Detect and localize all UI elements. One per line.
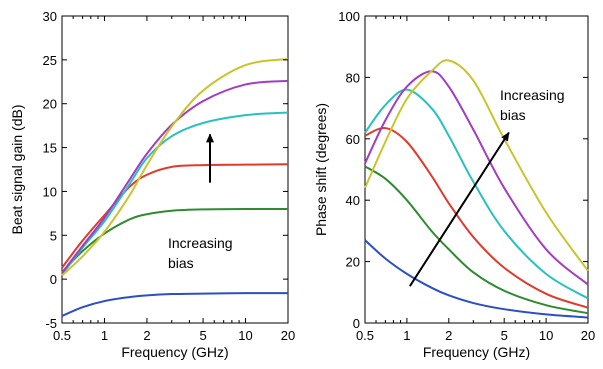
y-tick-label: 0	[50, 272, 57, 287]
y-tick-label: 10	[43, 184, 57, 199]
series-line-3	[61, 163, 289, 269]
x-tick-label: 2	[143, 328, 150, 343]
series-line-4	[61, 111, 289, 276]
x-tick-label: 20	[581, 328, 595, 343]
y-tick-label: 20	[346, 255, 360, 270]
x-tick-label: 20	[281, 328, 295, 343]
x-tick-label: 1	[403, 328, 410, 343]
y-tick-label: 80	[346, 70, 360, 85]
x-tick-label: 1	[101, 328, 108, 343]
series-line-6	[61, 57, 289, 277]
y-tick-label: 60	[346, 132, 360, 147]
series-line-2	[61, 207, 289, 273]
series-line-5	[364, 70, 589, 286]
x-axis-label: Frequency (GHz)	[121, 344, 228, 360]
phase-shift-chart: 0.5 1 2 5 10 20 0 20 40 60 80 100 Frequency (GHz) Pha…	[313, 9, 595, 360]
y-tick-label: 0	[353, 316, 360, 331]
series-line-1	[364, 239, 589, 319]
y-tick-label: 5	[50, 228, 57, 243]
x-tick-label: 0.5	[356, 328, 374, 343]
annotation-line-1: Increasing	[500, 87, 565, 103]
series-line-4	[364, 88, 589, 300]
plot-frame	[61, 15, 289, 324]
y-tick-label: 15	[43, 141, 57, 156]
series-line-6	[364, 59, 589, 272]
y-tick-label: 25	[43, 53, 57, 68]
annotation-line-1: Increasing	[168, 235, 233, 251]
plot-frame	[364, 15, 589, 324]
y-tick-label: 20	[43, 97, 57, 112]
y-tick-label: 100	[338, 9, 360, 24]
y-tick-label: -5	[45, 316, 57, 331]
x-tick-label: 0.5	[53, 328, 71, 343]
x-tick-label: 5	[199, 328, 206, 343]
bias-arrow	[409, 131, 510, 287]
annotation-line-2: bias	[500, 107, 526, 123]
x-tick-label: 2	[445, 328, 452, 343]
y-axis-label: Beat signal gain (dB)	[9, 105, 25, 235]
x-tick-label: 10	[238, 328, 252, 343]
x-axis-label: Frequency (GHz)	[423, 344, 530, 360]
y-tick-label: 30	[43, 9, 57, 24]
series-line-5	[61, 79, 289, 274]
y-tick-label: 40	[346, 193, 360, 208]
x-tick-label: 5	[501, 328, 508, 343]
series-line-2	[364, 165, 589, 315]
series-line-1	[61, 292, 289, 317]
y-axis-label: Phase shift (degrees)	[313, 103, 329, 236]
annotation-line-2: bias	[168, 255, 194, 271]
x-tick-label: 10	[539, 328, 553, 343]
